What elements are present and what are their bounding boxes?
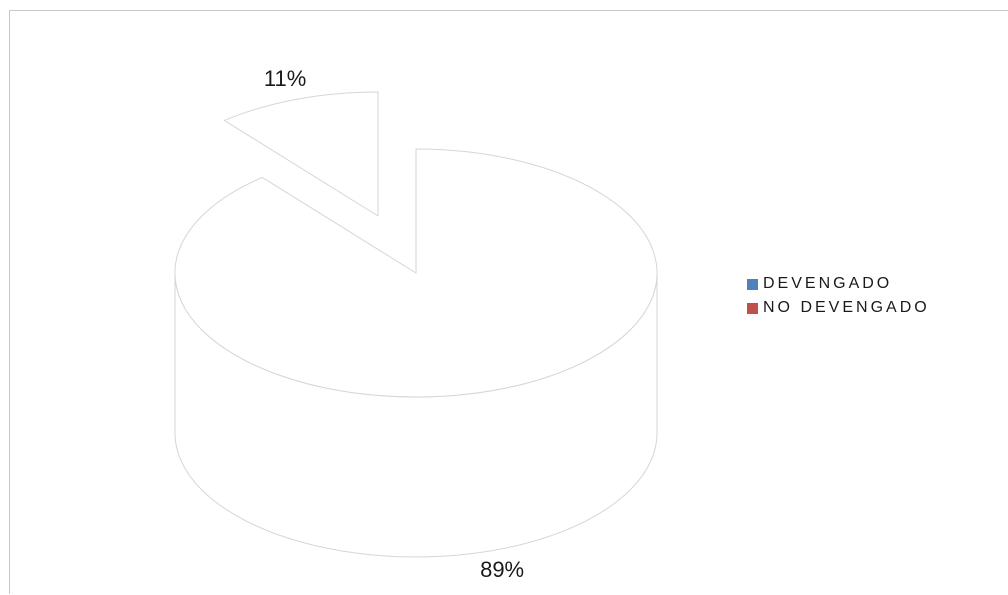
pie-slice-devengado-top <box>174 148 658 398</box>
legend-swatch-devengado <box>747 278 758 290</box>
legend-item-no-devengado: NO DEVENGADO <box>747 296 930 320</box>
legend-label-devengado: DEVENGADO <box>763 275 893 292</box>
data-label-devengado: 89% <box>480 557 525 583</box>
pie-slice-no-devengado <box>223 91 379 217</box>
legend: DEVENGADO NO DEVENGADO <box>747 272 930 320</box>
data-label-no-devengado: 11% <box>263 65 307 91</box>
pie-slices <box>174 91 658 558</box>
legend-label-no-devengado: NO DEVENGADO <box>763 299 930 316</box>
chart-area: 89% 11% <box>9 10 1008 594</box>
legend-item-devengado: DEVENGADO <box>747 272 930 296</box>
pie-chart <box>174 91 658 558</box>
legend-swatch-no-devengado <box>747 302 758 314</box>
pie-slice-no-devengado-top <box>223 91 379 217</box>
pie-slice-devengado <box>174 148 658 558</box>
